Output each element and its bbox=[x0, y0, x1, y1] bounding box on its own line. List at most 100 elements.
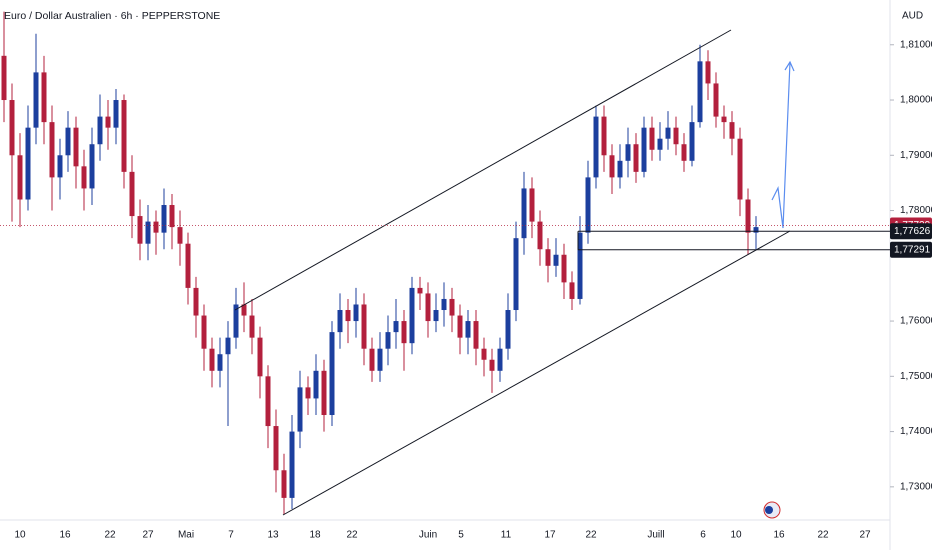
x-tick-label: 7 bbox=[228, 530, 234, 541]
candle-body bbox=[505, 310, 511, 349]
candle-body bbox=[81, 166, 87, 189]
candle-body bbox=[737, 138, 743, 200]
candle-body bbox=[537, 221, 543, 250]
x-tick-label: 10 bbox=[14, 530, 26, 541]
candle-body bbox=[169, 205, 175, 228]
x-tick-label: 27 bbox=[142, 530, 154, 541]
candle-body bbox=[649, 127, 655, 150]
candle-body bbox=[217, 354, 223, 371]
candle-body bbox=[713, 83, 719, 117]
candle-body bbox=[225, 337, 231, 355]
candle-body bbox=[569, 282, 575, 299]
candle-body bbox=[233, 304, 239, 338]
y-tick-label: 1,78000 bbox=[900, 205, 932, 216]
y-tick-label: 1,73000 bbox=[900, 481, 932, 492]
candle-body bbox=[521, 188, 527, 239]
candle-body bbox=[425, 293, 431, 322]
candle-body bbox=[257, 337, 263, 377]
candle-body bbox=[609, 155, 615, 178]
candle-body bbox=[633, 144, 639, 172]
candle-body bbox=[185, 243, 191, 288]
x-tick-label: Juill bbox=[647, 530, 664, 541]
candle-body bbox=[305, 387, 311, 399]
candle-body bbox=[129, 171, 135, 217]
candle-body bbox=[625, 144, 631, 161]
candle-body bbox=[593, 116, 599, 178]
candle-body bbox=[641, 127, 647, 172]
candle-body bbox=[113, 100, 119, 128]
candle-body bbox=[145, 221, 151, 244]
candle-body bbox=[745, 199, 751, 233]
x-tick-label: 22 bbox=[346, 530, 358, 541]
candle-body bbox=[753, 227, 759, 233]
candle-body bbox=[681, 144, 687, 161]
x-tick-label: 22 bbox=[817, 530, 829, 541]
y-tick-label: 1,74000 bbox=[900, 426, 932, 437]
candle-body bbox=[193, 287, 199, 316]
projection-arrow bbox=[771, 61, 791, 229]
x-tick-label: 18 bbox=[309, 530, 321, 541]
candle-body bbox=[201, 315, 207, 349]
candle-body bbox=[465, 321, 471, 338]
candle-body bbox=[729, 122, 735, 139]
candle-body bbox=[481, 348, 487, 360]
y-tick-label: 1,75000 bbox=[900, 371, 932, 382]
y-tick-label: 1,80000 bbox=[900, 95, 932, 106]
candle-body bbox=[401, 321, 407, 344]
candle-body bbox=[289, 431, 295, 498]
candle-body bbox=[137, 216, 143, 244]
candle-body bbox=[369, 348, 375, 371]
candle-body bbox=[473, 321, 479, 349]
candle-body bbox=[449, 298, 455, 316]
x-tick-label: 5 bbox=[458, 530, 464, 541]
candle-body bbox=[697, 61, 703, 123]
candle-body bbox=[665, 127, 671, 139]
x-tick-label: 22 bbox=[585, 530, 597, 541]
x-tick-label: 22 bbox=[104, 530, 116, 541]
price-label-box bbox=[890, 223, 932, 240]
candle-body bbox=[513, 238, 519, 311]
candle-body bbox=[385, 332, 391, 349]
candle-body bbox=[41, 72, 47, 123]
candle-body bbox=[65, 127, 71, 156]
candle-body bbox=[689, 122, 695, 161]
event-dot bbox=[765, 506, 773, 514]
candle-body bbox=[673, 127, 679, 145]
candle-body bbox=[361, 304, 367, 349]
candle-body bbox=[433, 310, 439, 322]
candle-body bbox=[281, 470, 287, 498]
x-tick-label: 16 bbox=[773, 530, 785, 541]
candle-body bbox=[553, 254, 559, 266]
channel-upper bbox=[234, 29, 732, 311]
candle-body bbox=[73, 127, 79, 167]
candle-body bbox=[313, 370, 319, 399]
y-tick-label: 1,79000 bbox=[900, 150, 932, 161]
candle-body bbox=[97, 116, 103, 145]
candle-body bbox=[1, 55, 7, 101]
candle-body bbox=[489, 359, 495, 371]
candle-body bbox=[657, 138, 663, 150]
x-tick-label: 16 bbox=[59, 530, 71, 541]
arrow-head bbox=[784, 60, 795, 72]
candle-body bbox=[577, 232, 583, 299]
chart-title: Euro / Dollar Australien · 6h · PEPPERST… bbox=[4, 10, 220, 22]
candle-body bbox=[17, 155, 23, 200]
currency-label: AUD bbox=[902, 11, 923, 22]
candle-body bbox=[153, 221, 159, 233]
candle-body bbox=[209, 348, 215, 371]
plot bbox=[1, 11, 759, 515]
candle-body bbox=[241, 304, 247, 316]
candle-body bbox=[417, 287, 423, 294]
candle-body bbox=[617, 160, 623, 178]
price-label: 1,77291 bbox=[894, 244, 931, 255]
candle-body bbox=[57, 155, 63, 178]
x-tick-label: 17 bbox=[544, 530, 556, 541]
candle-body bbox=[393, 321, 399, 333]
candle-body bbox=[497, 348, 503, 371]
candle-body bbox=[441, 298, 447, 311]
candle-body bbox=[601, 116, 607, 156]
candle-body bbox=[329, 332, 335, 416]
x-tick-label: Mai bbox=[178, 530, 194, 541]
